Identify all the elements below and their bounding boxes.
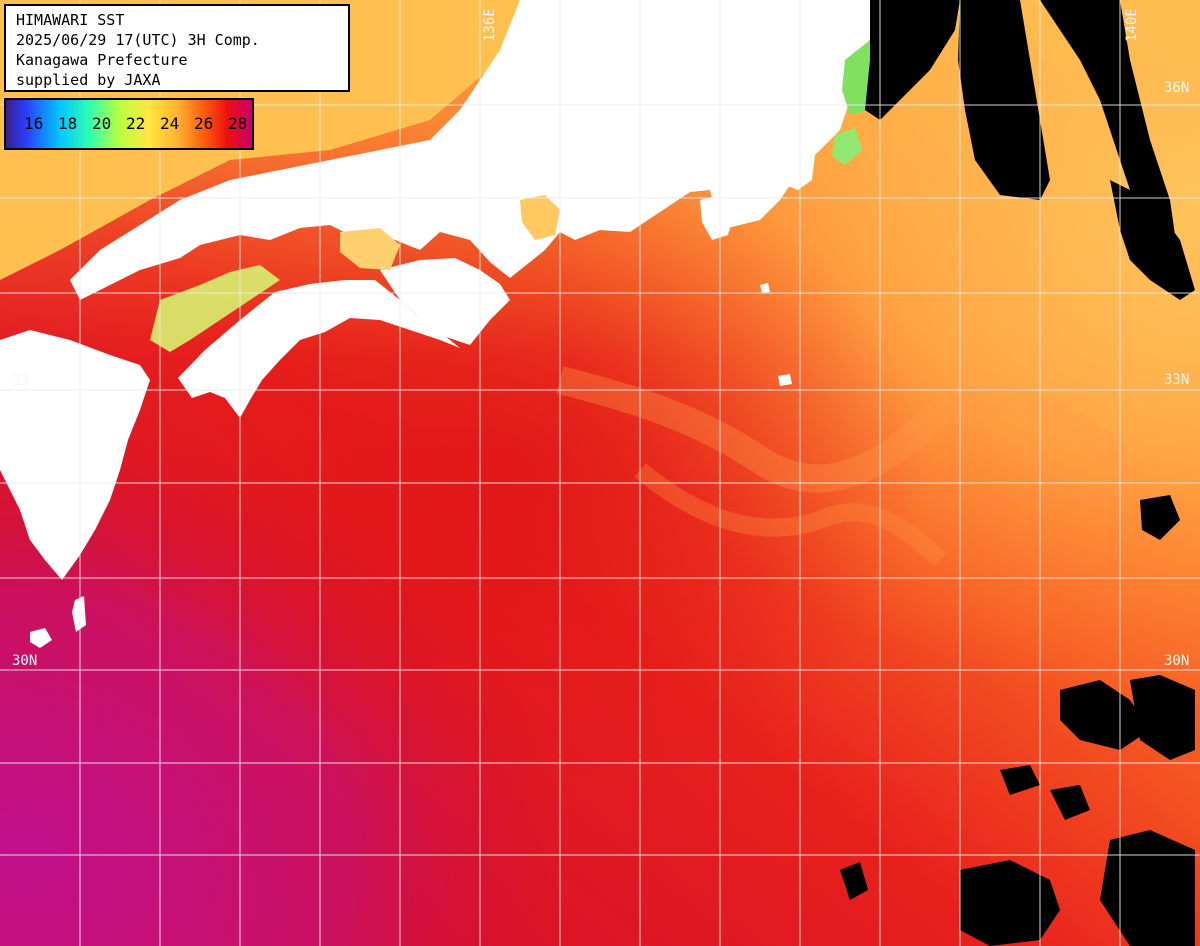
izu-peninsula [700, 195, 735, 240]
shikoku-land [178, 280, 460, 418]
lat-label-30n-right: 30N [1164, 653, 1190, 669]
lon-label-136e: 136E [482, 8, 498, 42]
cloud-southeast-1 [960, 860, 1060, 946]
kyushu-land [0, 330, 150, 580]
seto-inland-sea [150, 265, 280, 352]
legend-value: 26 [194, 114, 214, 133]
small-island-1 [30, 628, 52, 648]
cloud-southeast-5 [1140, 495, 1180, 540]
lat-label-36n: 36N [1164, 80, 1190, 96]
kii-peninsula [380, 258, 510, 345]
map-timestamp: 2025/06/29 17(UTC) 3H Comp. [16, 31, 260, 49]
legend-value: 22 [126, 114, 146, 133]
map-info-box: HIMAWARI SST 2025/06/29 17(UTC) 3H Comp.… [4, 4, 350, 92]
cloud-southeast-7 [840, 862, 868, 900]
legend-value: 28 [228, 114, 248, 133]
cloud-northeast-2 [865, 0, 960, 120]
tokyo-bay [832, 128, 862, 165]
legend-value: 18 [58, 114, 78, 133]
legend-value: 24 [160, 114, 180, 133]
lon-label-140e: 140E [1124, 8, 1140, 42]
cloud-northeast-1 [958, 0, 1050, 200]
legend-value: 20 [92, 114, 112, 133]
cloud-southeast-3 [1130, 675, 1195, 760]
eddy-boundary-2 [634, 463, 947, 567]
small-island-4 [760, 283, 770, 293]
lat-label-33-left: 33 [12, 373, 29, 389]
cloud-southeast-4 [1100, 830, 1195, 946]
temperature-legend: 16 18 20 22 24 26 28 [4, 98, 254, 150]
legend-values: 16 18 20 22 24 26 28 [24, 114, 262, 133]
cloud-southeast-2 [1060, 680, 1150, 750]
cloud-southeast-8 [1000, 765, 1040, 795]
map-title: HIMAWARI SST [16, 11, 125, 29]
legend-value: 16 [24, 114, 44, 133]
small-island-3 [778, 374, 792, 386]
ise-bay [520, 195, 560, 240]
lat-label-33n: 33N [1164, 372, 1190, 388]
boso-peninsula [780, 150, 815, 190]
cloud-southeast-6 [1050, 785, 1090, 820]
small-island-2 [72, 596, 86, 632]
honshu-land [70, 0, 880, 300]
map-credit: supplied by JAXA [16, 71, 161, 89]
eddy-boundary [556, 366, 1130, 493]
cloud-northeast-3 [1110, 180, 1195, 300]
osaka-bay [340, 228, 400, 270]
lat-label-30n-left: 30N [12, 653, 38, 669]
map-region: Kanagawa Prefecture [16, 51, 188, 69]
